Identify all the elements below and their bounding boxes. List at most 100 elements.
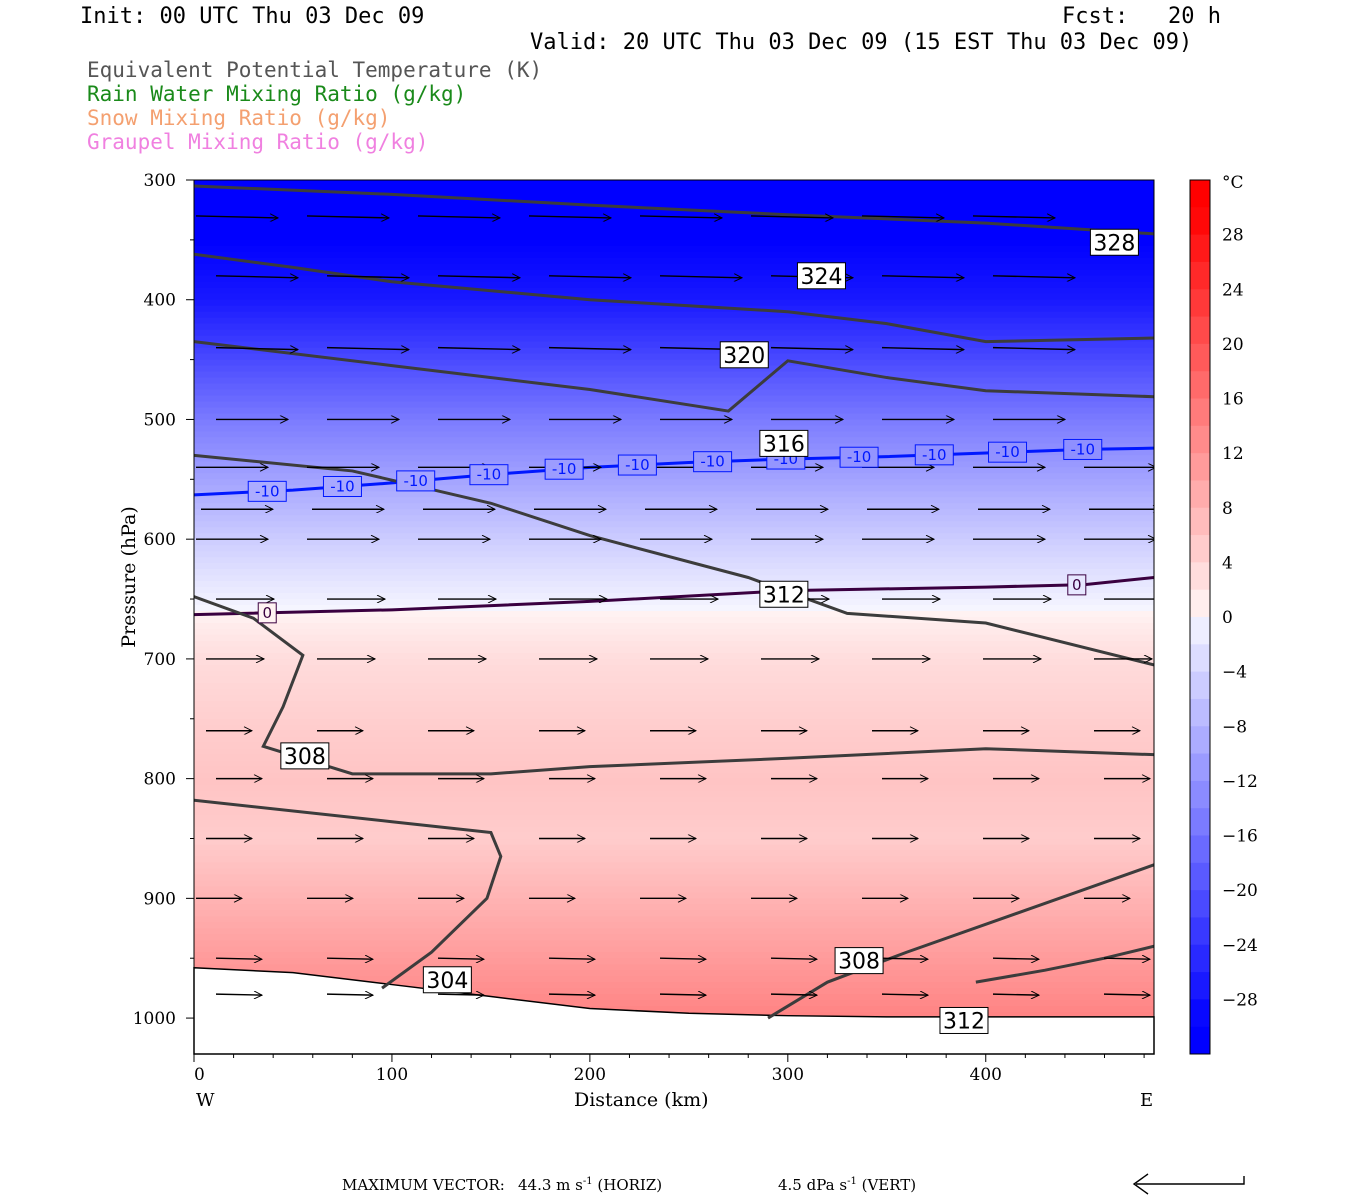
theta-e-label-box xyxy=(1089,228,1139,256)
colorbar-swatch xyxy=(1190,917,1210,946)
y-axis-label: Pressure (hPa) xyxy=(118,506,140,648)
wind-vector xyxy=(659,276,742,278)
colorbar-swatch xyxy=(1190,371,1210,399)
x-tick-label: 0 xyxy=(194,1065,205,1085)
field-graupel: Graupel Mixing Ratio (g/kg) xyxy=(87,130,429,154)
temperature-band xyxy=(194,706,1154,714)
colorbar-swatch xyxy=(1190,999,1210,1028)
temperature-band xyxy=(194,233,1154,241)
temperature-band xyxy=(194,485,1154,492)
temperature-band xyxy=(194,257,1154,265)
colorbar-swatch xyxy=(1190,562,1210,591)
temperature-band xyxy=(194,587,1154,594)
wind-vector xyxy=(326,994,373,995)
temperature-band xyxy=(194,634,1154,642)
temperature-band xyxy=(194,742,1154,750)
colorbar-swatch xyxy=(1190,944,1210,973)
temperature-band xyxy=(194,287,1154,295)
axes: 300 400 500 600 700 800 900 1000 0 100 200 300 400 W E… xyxy=(118,171,1153,1111)
temperature-band xyxy=(194,820,1154,828)
temperature-band xyxy=(194,263,1154,271)
temperature-band xyxy=(194,622,1154,630)
temperature-band xyxy=(194,790,1154,798)
colorbar-swatch xyxy=(1190,507,1210,536)
wind-vector xyxy=(881,348,964,350)
temperature-band xyxy=(194,838,1154,846)
wind-vector xyxy=(548,958,595,959)
temperature-band xyxy=(194,856,1154,864)
y-tick-label: 1000 xyxy=(133,1009,176,1029)
y-tick-label: 300 xyxy=(144,171,176,191)
temperature-band xyxy=(194,509,1154,516)
wind-vector xyxy=(215,348,298,350)
isotherm-label: 0 xyxy=(262,604,272,622)
temperature-band xyxy=(194,521,1154,528)
temperature-band xyxy=(194,802,1154,810)
wind-vector xyxy=(326,348,409,350)
theta-e-label-box xyxy=(759,429,809,457)
wind-vector xyxy=(659,994,706,995)
max-vector-label: MAXIMUM VECTOR: xyxy=(342,1176,505,1194)
temperature-band xyxy=(194,425,1154,433)
temperature-band xyxy=(194,652,1154,660)
wind-vector xyxy=(548,348,631,350)
wind-vector xyxy=(770,994,817,995)
temperature-band xyxy=(194,736,1154,744)
temperature-band xyxy=(194,940,1154,947)
temperature-band xyxy=(194,844,1154,852)
colorbar-swatch xyxy=(1190,480,1210,509)
temperature-band xyxy=(194,1000,1154,1007)
temperature-band xyxy=(194,682,1154,690)
temperature-band xyxy=(194,359,1154,367)
theta-e-label-box xyxy=(422,966,472,994)
temperature-band xyxy=(194,293,1154,301)
temperature-band xyxy=(194,850,1154,858)
colorbar-swatch xyxy=(1190,234,1210,263)
theta-e-label-box xyxy=(759,580,809,608)
temperature-band xyxy=(194,443,1154,450)
isotherm-label: 0 xyxy=(1072,576,1082,594)
temperature-fill xyxy=(194,180,1154,1054)
colorbar-swatch xyxy=(1190,398,1210,427)
x-tick-label: 200 xyxy=(574,1065,606,1085)
temperature-band xyxy=(194,796,1154,804)
wind-vector xyxy=(1103,994,1150,995)
isotherm-label-box xyxy=(544,458,584,480)
temperature-band xyxy=(194,497,1154,504)
wind-vector xyxy=(659,958,706,959)
temperature-band xyxy=(194,880,1154,887)
x-right-end-label: E xyxy=(1140,1090,1153,1111)
temperature-band xyxy=(194,646,1154,654)
temperature-band xyxy=(194,670,1154,678)
temperature-band xyxy=(194,784,1154,792)
temperature-band xyxy=(194,311,1154,319)
temperature-band xyxy=(194,221,1154,229)
isotherm-label: -10 xyxy=(995,443,1020,461)
wind-vector xyxy=(861,216,944,218)
temperature-band xyxy=(194,317,1154,325)
y-tick-label: 400 xyxy=(144,291,176,311)
temperature-band xyxy=(194,575,1154,582)
isotherm-label: -10 xyxy=(255,482,280,500)
theta-e-line xyxy=(767,863,1154,1020)
max-vector-horiz: 44.3 m s-1 (HORIZ) xyxy=(518,1176,663,1194)
wind-vector xyxy=(326,276,409,278)
colorbar-swatch xyxy=(1190,1026,1210,1055)
temperature-band xyxy=(194,239,1154,247)
temperature-band xyxy=(194,952,1154,959)
isotherm-label: -10 xyxy=(700,453,725,471)
temperature-band xyxy=(194,281,1154,289)
temperature-band xyxy=(194,826,1154,834)
max-vector-vert: 4.5 dPa s-1 (VERT) xyxy=(778,1176,917,1194)
colorbar-swatch xyxy=(1190,453,1210,481)
wind-vector xyxy=(548,276,631,278)
temperature-band xyxy=(194,748,1154,756)
colorbar-tick-label: 12 xyxy=(1222,444,1244,464)
temperature-band xyxy=(194,718,1154,726)
temperature-band xyxy=(194,251,1154,259)
isotherm-label-box xyxy=(322,475,362,497)
temperature-band xyxy=(194,712,1154,720)
temperature-band xyxy=(194,335,1154,343)
x-tick-label: 300 xyxy=(772,1065,804,1085)
wind-vector xyxy=(417,216,500,218)
